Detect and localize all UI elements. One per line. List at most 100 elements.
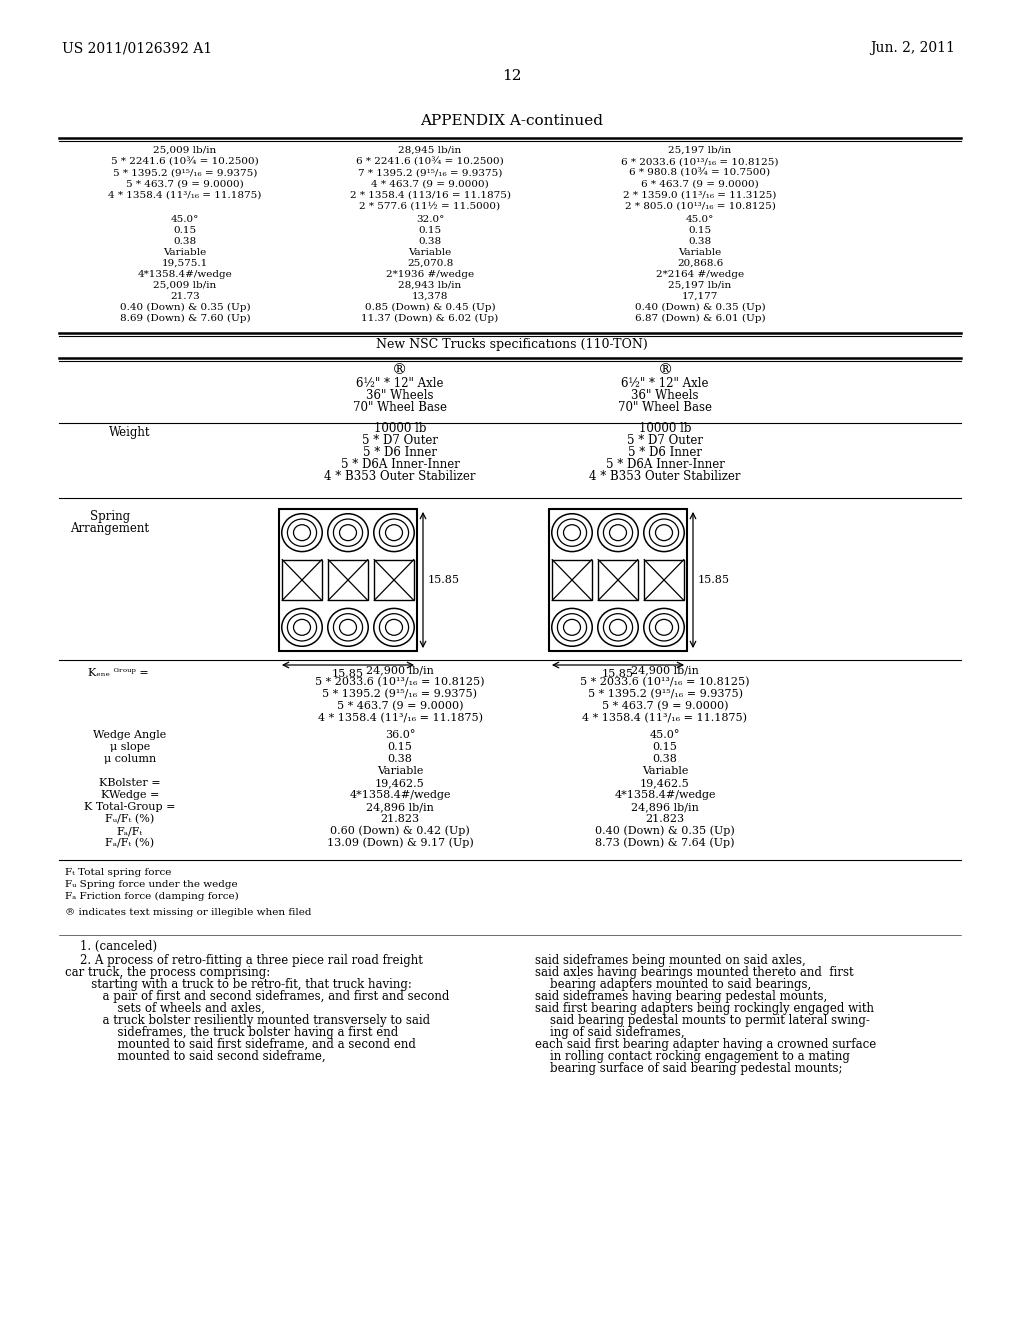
Text: Jun. 2, 2011: Jun. 2, 2011	[870, 41, 954, 55]
Text: 2. A process of retro-fitting a three piece rail road freight: 2. A process of retro-fitting a three pi…	[65, 954, 423, 968]
Text: Variable: Variable	[377, 766, 423, 776]
Text: 45.0°: 45.0°	[171, 215, 200, 224]
Text: 5 * 1395.2 (9¹⁵/₁₆ = 9.9375): 5 * 1395.2 (9¹⁵/₁₆ = 9.9375)	[113, 169, 257, 178]
Text: 17,177: 17,177	[682, 292, 718, 301]
Text: Fₐ Friction force (damping force): Fₐ Friction force (damping force)	[65, 892, 239, 902]
Text: 13.09 (Down) & 9.17 (Up): 13.09 (Down) & 9.17 (Up)	[327, 837, 473, 847]
Bar	[552, 560, 592, 601]
Bar	[329, 560, 368, 601]
Text: 4*1358.4#/wedge: 4*1358.4#/wedge	[349, 789, 451, 800]
Text: 10000 lb: 10000 lb	[639, 422, 691, 436]
Text: 6.87 (Down) & 6.01 (Up): 6.87 (Down) & 6.01 (Up)	[635, 314, 765, 323]
Text: 15.85: 15.85	[698, 576, 730, 585]
Text: 0.15: 0.15	[688, 226, 712, 235]
Text: 24,896 lb/in: 24,896 lb/in	[631, 803, 699, 812]
Text: 6 * 2033.6 (10¹³/₁₆ = 10.8125): 6 * 2033.6 (10¹³/₁₆ = 10.8125)	[622, 158, 778, 168]
Text: 45.0°: 45.0°	[686, 215, 714, 224]
Text: 0.38: 0.38	[173, 238, 197, 246]
Text: 8.73 (Down) & 7.64 (Up): 8.73 (Down) & 7.64 (Up)	[595, 837, 735, 847]
Text: sets of wheels and axles,: sets of wheels and axles,	[65, 1002, 265, 1015]
Text: 4 * 463.7 (9 = 9.0000): 4 * 463.7 (9 = 9.0000)	[371, 180, 488, 189]
Text: Fᵤ Spring force under the wedge: Fᵤ Spring force under the wedge	[65, 880, 238, 888]
Text: 28,945 lb/in: 28,945 lb/in	[398, 147, 462, 154]
Text: US 2011/0126392 A1: US 2011/0126392 A1	[62, 41, 212, 55]
Text: 4*1358.4#/wedge: 4*1358.4#/wedge	[614, 789, 716, 800]
Text: 25,009 lb/in: 25,009 lb/in	[154, 147, 217, 154]
Text: 10000 lb: 10000 lb	[374, 422, 426, 436]
Text: 0.15: 0.15	[173, 226, 197, 235]
Text: Kₑₙₑ ᴳʳᵒᵘᵖ =: Kₑₙₑ ᴳʳᵒᵘᵖ =	[88, 668, 148, 678]
Text: 4 * B353 Outer Stabilizer: 4 * B353 Outer Stabilizer	[589, 470, 740, 483]
Text: 5 * 1395.2 (9¹⁵/₁₆ = 9.9375): 5 * 1395.2 (9¹⁵/₁₆ = 9.9375)	[323, 689, 477, 700]
Text: 2*1936 #/wedge: 2*1936 #/wedge	[386, 271, 474, 279]
Text: 5 * D7 Outer: 5 * D7 Outer	[362, 434, 438, 447]
Text: a pair of first and second sideframes, and first and second: a pair of first and second sideframes, a…	[65, 990, 450, 1003]
Text: said sideframes having bearing pedestal mounts,: said sideframes having bearing pedestal …	[535, 990, 827, 1003]
Text: Fᵤ/Fₜ (%): Fᵤ/Fₜ (%)	[105, 813, 155, 824]
Text: 4*1358.4#/wedge: 4*1358.4#/wedge	[137, 271, 232, 279]
Text: 5 * 2033.6 (10¹³/₁₆ = 10.8125): 5 * 2033.6 (10¹³/₁₆ = 10.8125)	[315, 677, 484, 686]
Text: Spring: Spring	[90, 510, 130, 523]
Text: 25,197 lb/in: 25,197 lb/in	[669, 147, 731, 154]
Text: 5 * 2241.6 (10¾ = 10.2500): 5 * 2241.6 (10¾ = 10.2500)	[112, 158, 259, 168]
Text: 21.73: 21.73	[170, 292, 200, 301]
Text: 4 * B353 Outer Stabilizer: 4 * B353 Outer Stabilizer	[325, 470, 476, 483]
Text: 19,462.5: 19,462.5	[640, 777, 690, 788]
Text: 0.85 (Down) & 0.45 (Up): 0.85 (Down) & 0.45 (Up)	[365, 302, 496, 312]
Text: 0.38: 0.38	[652, 754, 678, 764]
Text: 21.823: 21.823	[381, 814, 420, 824]
Text: 24,896 lb/in: 24,896 lb/in	[366, 803, 434, 812]
Bar	[598, 560, 638, 601]
Text: 32.0°: 32.0°	[416, 215, 444, 224]
Text: Wedge Angle: Wedge Angle	[93, 730, 167, 741]
Text: 0.38: 0.38	[387, 754, 413, 764]
Text: Variable: Variable	[642, 766, 688, 776]
Text: 2 * 1359.0 (11³/₁₆ = 11.3125): 2 * 1359.0 (11³/₁₆ = 11.3125)	[624, 191, 776, 201]
Text: Variable: Variable	[409, 248, 452, 257]
Text: 2 * 577.6 (11½ = 11.5000): 2 * 577.6 (11½ = 11.5000)	[359, 202, 501, 211]
Text: car truck, the process comprising:: car truck, the process comprising:	[65, 966, 270, 979]
Text: 5 * 463.7 (9 = 9.0000): 5 * 463.7 (9 = 9.0000)	[126, 180, 244, 189]
Text: in rolling contact rocking engagement to a mating: in rolling contact rocking engagement to…	[535, 1049, 850, 1063]
Text: 6 * 980.8 (10¾ = 10.7500): 6 * 980.8 (10¾ = 10.7500)	[630, 169, 771, 178]
Text: 5 * 2033.6 (10¹³/₁₆ = 10.8125): 5 * 2033.6 (10¹³/₁₆ = 10.8125)	[581, 677, 750, 686]
Text: ®: ®	[392, 363, 408, 378]
Text: 8.69 (Down) & 7.60 (Up): 8.69 (Down) & 7.60 (Up)	[120, 314, 250, 323]
Text: Fₐ/Fₜ (%): Fₐ/Fₜ (%)	[105, 838, 155, 847]
Text: Arrangement: Arrangement	[71, 521, 150, 535]
Text: 0.40 (Down) & 0.35 (Up): 0.40 (Down) & 0.35 (Up)	[635, 302, 765, 312]
Text: 12: 12	[502, 69, 522, 83]
Text: 1. (canceled): 1. (canceled)	[65, 940, 157, 953]
Text: APPENDIX A-continued: APPENDIX A-continued	[421, 114, 603, 128]
Text: 5 * 463.7 (9 = 9.0000): 5 * 463.7 (9 = 9.0000)	[602, 701, 728, 711]
Text: 5 * D7 Outer: 5 * D7 Outer	[627, 434, 703, 447]
Text: 4 * 1358.4 (11³/₁₆ = 11.1875): 4 * 1358.4 (11³/₁₆ = 11.1875)	[317, 713, 482, 723]
Text: 25,009 lb/in: 25,009 lb/in	[154, 281, 217, 290]
Text: 25,070.8: 25,070.8	[407, 259, 454, 268]
Text: 6 * 2241.6 (10¾ = 10.2500): 6 * 2241.6 (10¾ = 10.2500)	[356, 158, 504, 168]
Text: Fₐ/Fₜ: Fₐ/Fₜ	[117, 826, 143, 836]
Text: 4 * 1358.4 (11³/₁₆ = 11.1875): 4 * 1358.4 (11³/₁₆ = 11.1875)	[583, 713, 748, 723]
Text: 7 * 1395.2 (9¹⁵/₁₆ = 9.9375): 7 * 1395.2 (9¹⁵/₁₆ = 9.9375)	[357, 169, 502, 178]
Text: 0.15: 0.15	[419, 226, 441, 235]
Text: 0.15: 0.15	[652, 742, 678, 752]
Text: said bearing pedestal mounts to permit lateral swing-: said bearing pedestal mounts to permit l…	[535, 1014, 869, 1027]
Text: 24,900 lb/in: 24,900 lb/in	[631, 665, 699, 675]
Text: 15.85: 15.85	[428, 576, 460, 585]
Text: 11.37 (Down) & 6.02 (Up): 11.37 (Down) & 6.02 (Up)	[361, 314, 499, 323]
Text: 6½" * 12" Axle: 6½" * 12" Axle	[622, 378, 709, 389]
Text: KBolster =: KBolster =	[99, 777, 161, 788]
Text: 0.40 (Down) & 0.35 (Up): 0.40 (Down) & 0.35 (Up)	[595, 825, 735, 836]
Text: 0.60 (Down) & 0.42 (Up): 0.60 (Down) & 0.42 (Up)	[330, 825, 470, 836]
Bar	[549, 510, 687, 651]
Text: 5 * 1395.2 (9¹⁵/₁₆ = 9.9375): 5 * 1395.2 (9¹⁵/₁₆ = 9.9375)	[588, 689, 742, 700]
Text: ®: ®	[657, 363, 673, 378]
Text: 24,900 lb/in: 24,900 lb/in	[366, 665, 434, 675]
Text: 5 * D6 Inner: 5 * D6 Inner	[362, 446, 437, 459]
Text: said axles having bearings mounted thereto and  first: said axles having bearings mounted there…	[535, 966, 854, 979]
Text: starting with a truck to be retro-fit, that truck having:: starting with a truck to be retro-fit, t…	[65, 978, 412, 991]
Text: 2*2164 #/wedge: 2*2164 #/wedge	[656, 271, 744, 279]
Text: 36" Wheels: 36" Wheels	[367, 389, 434, 403]
Bar	[279, 510, 417, 651]
Text: KWedge =: KWedge =	[100, 789, 159, 800]
